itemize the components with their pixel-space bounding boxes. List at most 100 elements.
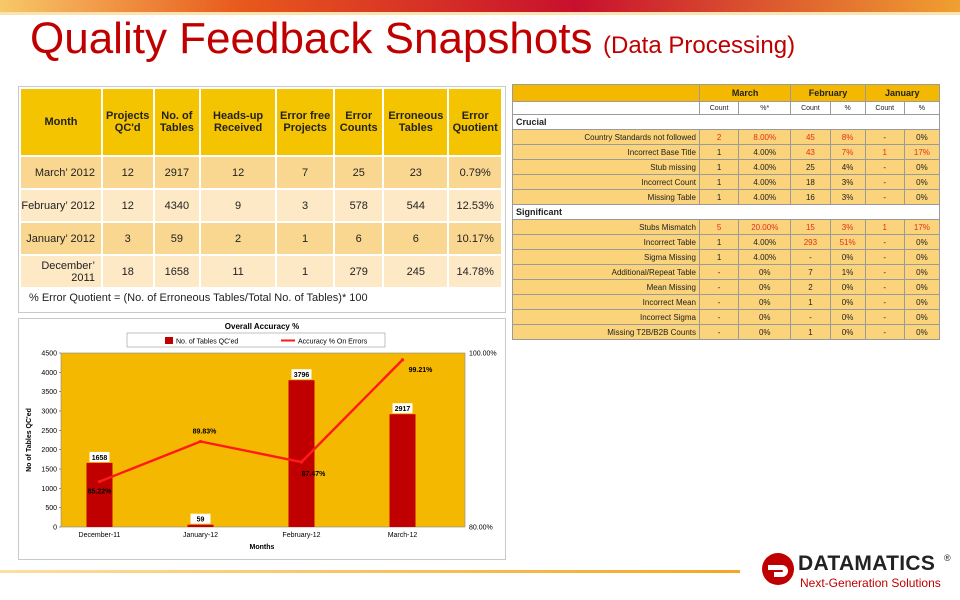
- cell: -: [864, 234, 905, 250]
- cell: 45: [790, 129, 831, 145]
- cell: 0%: [829, 294, 866, 310]
- cell: 4.00%: [738, 144, 792, 160]
- y-tick-label: 1000: [41, 486, 57, 493]
- cell: 4.00%: [738, 249, 792, 265]
- cell: 0%: [738, 309, 792, 325]
- table-row: Country Standards not followed 2 8.00% 45 8%…: [512, 129, 941, 145]
- cell: -: [864, 309, 905, 325]
- x-axis-label: Months: [250, 544, 275, 551]
- cell: 544: [383, 189, 450, 223]
- subheader-cell: Count: [864, 101, 905, 115]
- cell: -: [864, 159, 905, 175]
- cell: 7%: [829, 144, 866, 160]
- cell: 4.00%: [738, 234, 792, 250]
- cell: 12: [101, 156, 155, 190]
- cell: 0%: [829, 309, 866, 325]
- cell: 293: [790, 234, 831, 250]
- bar-label-box: [190, 513, 211, 524]
- cell: 3%: [829, 174, 866, 190]
- section-row: Crucial: [512, 114, 940, 130]
- cell: -: [864, 324, 905, 340]
- cell: 1: [698, 159, 740, 175]
- table-row: Incorrect Base Title 1 4.00% 43 7% 1 17%: [512, 144, 941, 160]
- row-label: Incorrect Count: [512, 174, 700, 190]
- cell: 11: [200, 255, 277, 289]
- cell: 10.17%: [448, 222, 503, 256]
- cell: 0%: [903, 249, 941, 265]
- chart-legend: [126, 332, 386, 348]
- cell: 12: [101, 189, 155, 223]
- row-label: Sigma Missing: [512, 249, 700, 265]
- y-tick-label: 4000: [41, 370, 57, 377]
- col-header-errorcounts: Error Counts: [334, 89, 385, 157]
- cell: 23: [383, 156, 450, 190]
- cell: 0%: [903, 279, 941, 295]
- cell: 12: [200, 156, 277, 190]
- cell: 0%: [903, 174, 941, 190]
- cell: 0%: [903, 189, 941, 205]
- bar-label-box: [291, 369, 312, 380]
- chart-title: Overall Accuracy %: [225, 322, 299, 331]
- table-row: Incorrect Mean -0% 1 0% -0%: [512, 294, 941, 310]
- section-label: Crucial: [512, 114, 940, 130]
- cell: 12.53%: [448, 189, 503, 223]
- row-label: Missing T2B/B2B Counts: [512, 324, 700, 340]
- cell-month: March’ 2012: [21, 156, 103, 190]
- cell: 245: [383, 255, 450, 289]
- brand-registered-mark: ®: [944, 553, 951, 563]
- accuracy-point-label: 87.47%: [302, 471, 327, 478]
- row-label: Missing Table: [512, 189, 700, 205]
- cell: 1: [790, 324, 831, 340]
- cell: -: [698, 309, 740, 325]
- brand-tagline-rest: -Generation Solutions: [824, 576, 941, 590]
- cell: 6: [334, 222, 385, 256]
- summary-table-panel: Month Projects QC'd No. of Tables Heads-…: [18, 86, 506, 313]
- footer-accent-line: [0, 570, 740, 573]
- row-label: Country Standards not followed: [512, 129, 700, 145]
- row-label: Additional/Repeat Table: [512, 264, 700, 280]
- cell: 0%: [903, 309, 941, 325]
- cell: 59: [153, 222, 202, 256]
- cell: 3: [101, 222, 155, 256]
- row-label: Mean Missing: [512, 279, 700, 295]
- col-header-errorfree: Error free Projects: [275, 89, 336, 157]
- col-header-month: Month: [21, 89, 103, 157]
- error-quotient-formula: % Error Quotient = (No. of Erroneous Tab…: [29, 292, 368, 304]
- row-label: Incorrect Mean: [512, 294, 700, 310]
- section-label: Significant: [512, 204, 940, 220]
- page-title-subtitle: (Data Processing): [603, 32, 796, 59]
- cell: 2917: [153, 156, 202, 190]
- accuracy-point-label: 89.83%: [193, 428, 218, 435]
- legend-line-label: Accuracy % On Errors: [298, 339, 368, 346]
- cell: 7: [275, 156, 336, 190]
- table-row: Sigma Missing 1 4.00% -0% -0%: [512, 249, 941, 265]
- cell: 0%: [738, 264, 792, 280]
- cell: 2: [698, 129, 740, 145]
- cell: 4340: [153, 189, 202, 223]
- cell: -: [864, 174, 905, 190]
- y2-tick-label: 100.00%: [469, 351, 497, 358]
- cell: 1: [864, 144, 905, 160]
- table-row: Missing T2B/B2B Counts -0% 1 0% -0%: [512, 324, 941, 340]
- subheader-blank: [512, 101, 700, 115]
- accuracy-line: [99, 359, 404, 483]
- cell: 1: [864, 219, 905, 235]
- cell: 4%: [829, 159, 866, 175]
- col-header-headsup: Heads-up Received: [200, 89, 277, 157]
- cell: 3%: [829, 219, 866, 235]
- cell: 3%: [829, 189, 866, 205]
- table-row: March’ 2012 12 2917 12 7 25 23 0.79%: [21, 156, 503, 190]
- cell: 8%: [829, 129, 866, 145]
- cell: 0%: [738, 294, 792, 310]
- y-tick-label: 3000: [41, 409, 57, 416]
- cell: -: [864, 279, 905, 295]
- cell: -: [698, 324, 740, 340]
- cell: 578: [334, 189, 385, 223]
- accuracy-point: [299, 460, 304, 464]
- x-tick-label: January-12: [183, 532, 218, 539]
- cell: 7: [790, 264, 831, 280]
- cell: 43: [790, 144, 831, 160]
- y-tick-label: 0: [53, 525, 57, 532]
- top-accent-bar: [0, 0, 960, 12]
- month-header: February: [790, 84, 866, 102]
